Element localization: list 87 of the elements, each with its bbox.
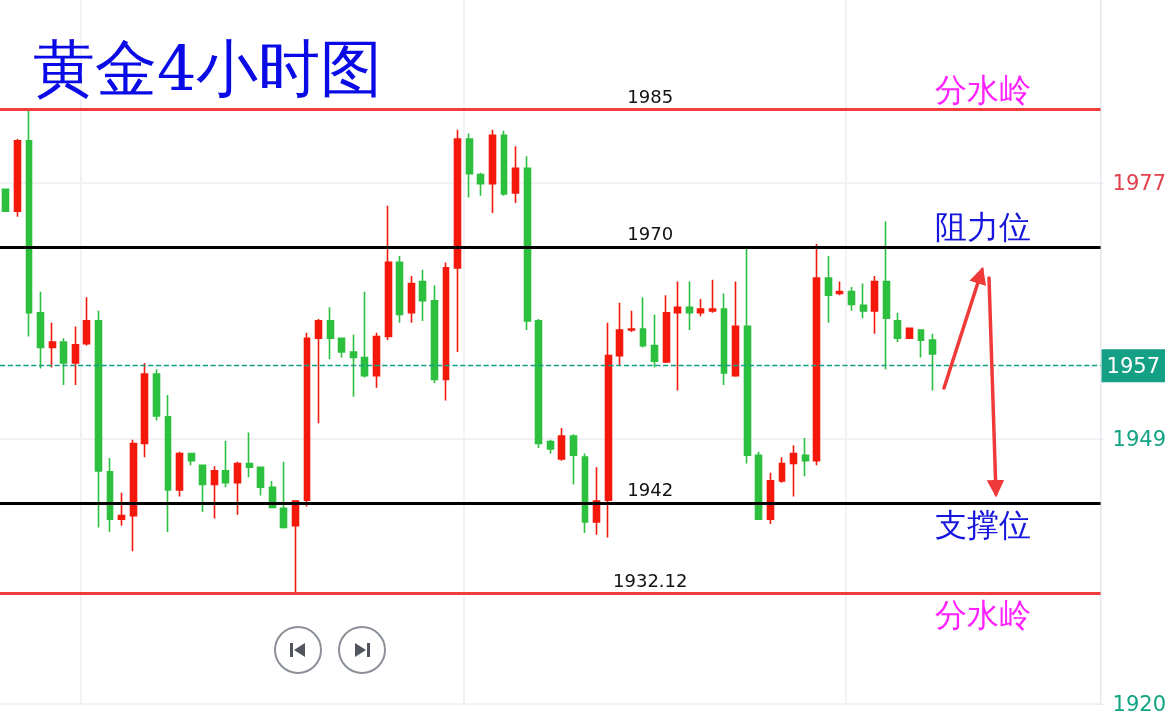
candlestick [743,246,752,465]
candlestick [245,431,254,479]
candlestick [569,433,578,486]
candlestick [187,452,196,467]
candlestick [360,290,369,379]
candlestick [824,255,833,324]
candlestick [627,310,636,333]
candlestick [256,466,265,497]
candlestick [917,329,925,359]
annotation: 分水岭 [935,596,1032,635]
ref-line-label: 1932.12 [613,569,688,591]
annotation: 阻力位 [935,207,1032,246]
candlestick [337,337,346,359]
candlestick [476,172,485,197]
candlestick [198,464,207,513]
ref-line-label: 1985 [627,86,674,108]
candlestick [36,290,45,370]
candlestick [140,362,149,458]
candlestick [905,327,914,340]
candlestick [488,129,497,214]
candlestick [859,282,868,319]
candlestick [847,286,856,312]
candlestick [511,145,520,204]
candlestick [731,280,740,378]
candlestick [720,292,728,386]
candlestick [604,321,613,539]
candlestick [164,394,172,533]
candlestick [418,268,427,322]
candlestick [303,332,311,508]
candlestick [1,188,10,212]
candlestick [523,155,532,331]
candlestick [279,460,288,530]
candlestick [221,439,230,489]
y-tick-label: 1977 [1112,170,1167,195]
candlestick [789,444,798,498]
candlestick [708,278,717,314]
ref-line-label: 1970 [627,223,674,245]
candlestick [615,301,624,367]
candlestick [314,318,323,425]
candlestick [395,255,404,324]
candlestick [662,294,671,364]
candlestick [372,332,381,389]
candlestick [870,275,879,335]
candlestick [326,306,335,361]
text: 黄金4小时图 [33,31,383,105]
candlestick [71,325,80,386]
candlestick [882,220,891,371]
candlestick [430,284,439,384]
candlestick [557,427,566,462]
candlestick [442,261,450,402]
candlestick [453,129,462,353]
ref-line-label: 1942 [627,479,674,501]
candlestick [233,460,242,516]
candlestick [291,500,300,594]
candlestick [546,438,555,455]
candlestick [59,337,68,386]
candlestick [639,296,647,349]
candlestick [175,450,184,498]
candlestick [835,280,844,297]
y-tick-label: 1949 [1112,426,1167,451]
candlestick [82,296,91,347]
annotation: 支撑位 [935,505,1032,544]
y-tick-label: 1920 [1112,692,1167,716]
candlestick [48,321,57,369]
candlestick [117,492,126,527]
candlestick [407,275,416,324]
candlestick [696,298,705,318]
candlestick [893,311,902,343]
candlestick [685,280,694,331]
candlestick [152,368,161,422]
candlestick [94,310,103,529]
candlestick [384,204,393,341]
candlestick [801,437,810,478]
candlestick [210,465,219,520]
candlestick [25,108,33,338]
candlestick [650,313,659,369]
candlestick [812,243,821,467]
candlestick [673,280,682,392]
candlestick [349,333,358,398]
candlestick [465,132,474,199]
candlestick [13,138,22,218]
candlestick [500,129,508,197]
ref-line-label: 1957 [1106,353,1161,378]
candlestick [534,318,543,449]
candlestick [928,332,937,392]
candlestick [778,456,786,484]
annotation: 分水岭 [935,70,1032,109]
